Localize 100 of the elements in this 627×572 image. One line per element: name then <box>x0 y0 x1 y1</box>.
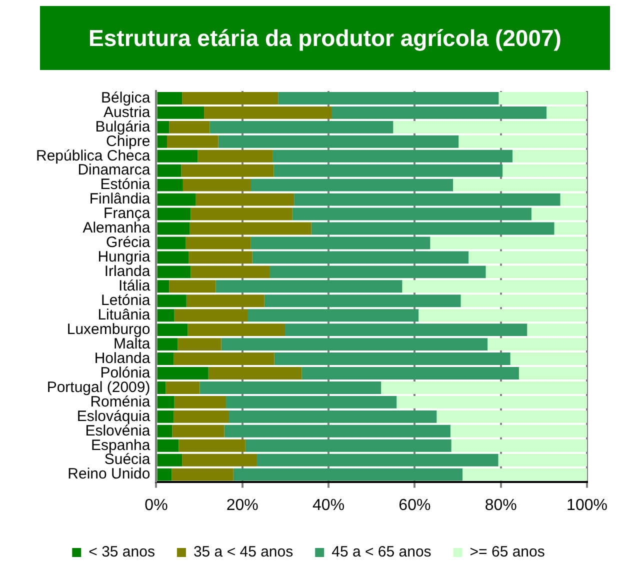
bar <box>250 236 430 250</box>
y-tick-label: Grécia <box>106 234 151 252</box>
x-tick-label: 60% <box>398 496 431 514</box>
bar <box>518 367 587 380</box>
bar <box>157 120 170 134</box>
bar <box>498 454 587 466</box>
legend-label: 35 a < 45 anos <box>193 544 294 561</box>
bar <box>200 381 382 394</box>
bar <box>172 468 234 481</box>
y-tick-label: Luxemburgo <box>66 320 150 338</box>
bar <box>546 106 587 119</box>
legend-label: < 35 anos <box>88 544 155 561</box>
bar <box>462 468 587 481</box>
y-tick-label: Bulgária <box>95 118 151 136</box>
bar <box>274 352 510 365</box>
bar <box>186 236 251 250</box>
bar <box>418 309 587 322</box>
bar <box>157 352 174 365</box>
bar <box>190 222 312 235</box>
bar <box>157 164 182 177</box>
bar <box>157 309 174 322</box>
x-tick-label: 40% <box>312 496 345 514</box>
x-tick-label: 100% <box>566 496 608 514</box>
bar <box>157 135 168 148</box>
bar <box>157 106 204 119</box>
bar <box>218 135 459 148</box>
bar <box>182 92 278 104</box>
y-tick-label: Hungria <box>98 248 151 266</box>
bar <box>178 338 222 351</box>
bar <box>251 178 454 192</box>
bar <box>436 410 587 423</box>
bar <box>512 150 587 162</box>
bar <box>188 324 286 336</box>
y-tick-label: Finlândia <box>89 190 151 208</box>
bar <box>468 251 587 264</box>
bar <box>527 324 587 336</box>
y-tick-label: Holanda <box>94 350 151 367</box>
bar <box>498 92 587 104</box>
bar <box>224 424 450 438</box>
bar <box>292 208 532 220</box>
bar <box>531 208 587 220</box>
bar <box>167 135 218 148</box>
bar <box>157 324 188 336</box>
bar <box>174 309 248 322</box>
y-tick-label: República Checa <box>36 147 151 164</box>
bar <box>181 164 274 177</box>
y-tick-label: Eslováquia <box>76 408 151 425</box>
bar <box>272 150 512 162</box>
bar <box>178 439 246 452</box>
x-tick-label: 20% <box>226 496 258 514</box>
bar <box>157 150 198 162</box>
bar <box>554 222 587 235</box>
y-tick-label: Dinamarca <box>78 162 151 179</box>
bar <box>502 164 587 177</box>
bar <box>302 367 519 380</box>
bar <box>487 338 587 351</box>
bar <box>216 280 402 293</box>
bar <box>172 424 224 438</box>
bar <box>226 396 397 408</box>
bar <box>210 120 394 134</box>
bar <box>157 381 166 394</box>
bar <box>157 236 186 250</box>
bar <box>157 266 191 278</box>
bar <box>157 280 170 293</box>
bar <box>221 338 488 351</box>
bar <box>157 439 179 452</box>
legend-label: >= 65 anos <box>470 544 545 561</box>
bar <box>510 352 587 365</box>
bar <box>486 266 587 278</box>
bar <box>460 294 587 308</box>
bar <box>157 294 186 308</box>
x-tick-label: 80% <box>484 496 517 514</box>
bar <box>157 338 178 351</box>
bar <box>182 454 258 466</box>
bar <box>173 352 274 365</box>
bar <box>157 424 172 438</box>
bar <box>157 208 191 220</box>
bar <box>264 294 461 308</box>
bar <box>198 150 273 162</box>
bar <box>396 396 587 408</box>
bar <box>157 454 182 466</box>
bar <box>245 439 452 452</box>
bar <box>169 280 216 293</box>
y-tick-label: Reino Unido <box>68 466 150 483</box>
y-tick-label: Polónia <box>100 364 151 382</box>
bar <box>453 178 587 192</box>
bar <box>248 309 419 322</box>
bar <box>451 439 587 452</box>
bar <box>204 106 332 119</box>
bar <box>270 266 486 278</box>
bar <box>393 120 587 134</box>
bar <box>173 410 230 423</box>
x-tick-label: 0% <box>144 496 168 514</box>
bar <box>252 251 469 264</box>
bar <box>311 222 554 235</box>
bar <box>182 178 252 192</box>
bar <box>188 251 252 264</box>
legend-label: 45 a < 65 anos <box>332 544 432 561</box>
bar <box>166 381 200 394</box>
bar <box>402 280 587 293</box>
